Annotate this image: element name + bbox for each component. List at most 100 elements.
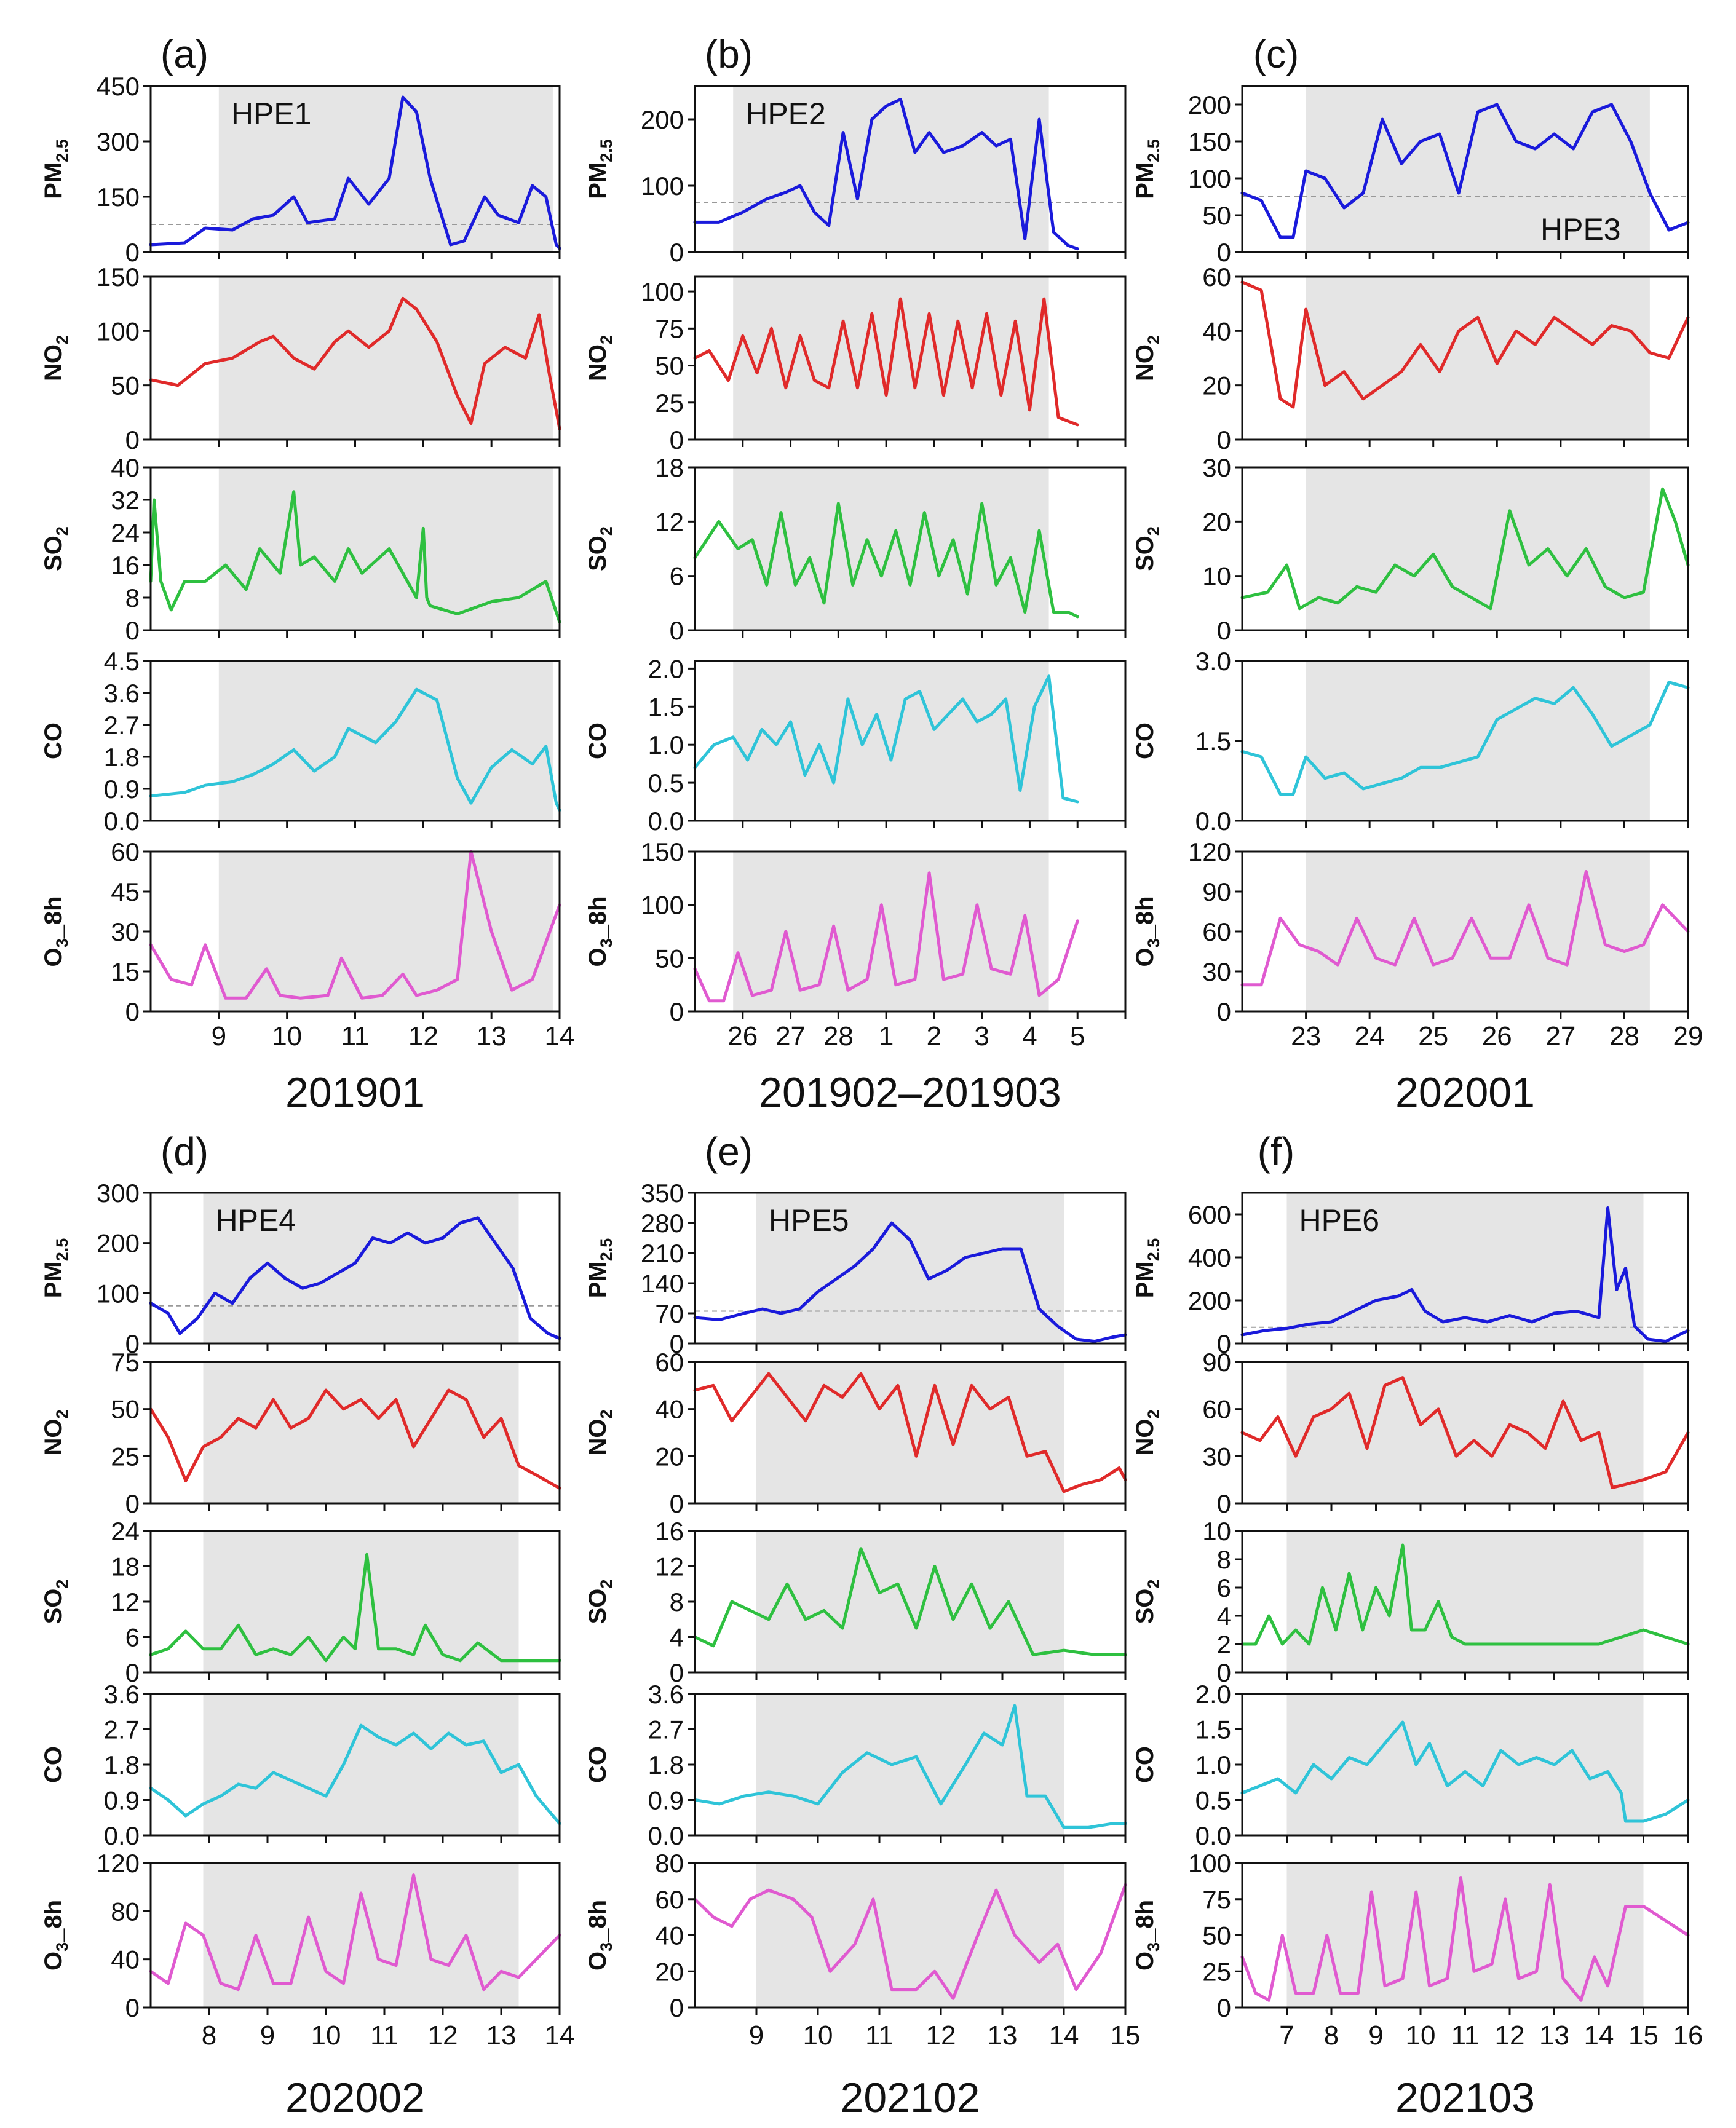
hpe-shade (756, 1531, 1064, 1672)
event-label: HPE2 (745, 97, 826, 131)
y-axis-label-main: O (40, 947, 67, 967)
axes-frame (694, 660, 1127, 822)
subplot-no2: 0 50 100 150 NO2 (40, 263, 561, 454)
y-tick-label: 70 (655, 1299, 684, 1328)
y-tick-label: 0 (125, 1489, 140, 1518)
y-axis-label-sub: 2 (53, 1409, 71, 1418)
y-axis-label-main: SO (1132, 1589, 1159, 1624)
y-tick-label: 50 (1202, 1921, 1231, 1950)
y-tick-label: 1.0 (648, 730, 684, 759)
y-tick-label: 0.0 (648, 1821, 684, 1850)
y-axis-label-sub: 3 (53, 1942, 71, 1952)
y-axis-label-tail: _8h (1132, 896, 1159, 939)
y-axis-label-main: PM (584, 1261, 611, 1298)
y-tick-label: 20 (655, 1957, 684, 1986)
panel-label: (d) (161, 1129, 208, 1174)
event-label: HPE6 (1299, 1203, 1380, 1238)
x-tick-label: 12 (428, 2020, 458, 2051)
subplot-o38h: 0 25 50 75 100 O3_8h (1132, 1849, 1690, 2022)
y-tick-label: 350 (641, 1179, 684, 1208)
series-line-so2 (693, 1547, 1127, 1656)
subplot-so2: 0 8 16 24 32 40 SO2 (40, 453, 561, 645)
hpe-shade (218, 277, 553, 440)
panel-label: (a) (161, 32, 208, 76)
y-tick-label: 60 (1202, 917, 1231, 946)
y-axis-label-main: PM (1132, 162, 1159, 199)
y-tick-label: 200 (1188, 90, 1231, 119)
x-tick-label: 24 (1355, 1021, 1385, 1051)
x-tick-label: 27 (775, 1021, 806, 1051)
y-axis-label-sub: 2 (53, 335, 71, 344)
y-tick-label: 2.0 (1195, 1680, 1231, 1709)
y-tick-label: 0 (670, 425, 684, 454)
x-tick-label: 11 (341, 1021, 370, 1051)
y-tick-label: 0 (1217, 616, 1231, 645)
subplot-so2: 0 4 8 12 16 SO2 (584, 1517, 1127, 1687)
y-axis-label: CO (1132, 722, 1159, 759)
subplot-pm25: 0 150 300 450 PM2.5 HPE1 (40, 72, 561, 267)
hpe-shade (1286, 1362, 1644, 1503)
series-line-o38h (149, 850, 561, 1000)
y-axis-label-sub: 2 (53, 1580, 71, 1589)
y-axis-label-main: SO (584, 536, 611, 571)
subplot-o38h: 0 40 80 120 O3_8h (40, 1849, 561, 2022)
event-label: HPE5 (769, 1203, 849, 1238)
panel-b: (b)201902–2019030100200PM2.5HPE202550751… (584, 32, 1127, 1116)
subplot-co: 0.0 1.5 3.0 CO (1132, 647, 1690, 836)
y-tick-label: 3.6 (648, 1680, 684, 1709)
y-tick-label: 0.9 (648, 1786, 684, 1815)
y-tick-label: 0 (125, 1658, 140, 1687)
axes-frame (694, 85, 1127, 253)
y-tick-label: 120 (97, 1849, 140, 1878)
y-axis-label: NO2 (40, 335, 71, 381)
y-tick-label: 300 (97, 1179, 140, 1208)
series-line-o38h (693, 871, 1079, 1003)
period-label: 202001 (1395, 1069, 1535, 1116)
x-tick-label: 26 (727, 1021, 758, 1051)
y-tick-label: 120 (1188, 837, 1231, 866)
event-label: HPE1 (231, 97, 312, 131)
series-line-so2 (1240, 487, 1690, 611)
subplot-o38h: 0 30 60 90 120 O3_8h (1132, 837, 1690, 1026)
axes-frame (1241, 466, 1689, 631)
x-tick-label: 11 (865, 2020, 894, 2051)
x-tick-label: 29 (1673, 1021, 1703, 1051)
x-tick-label: 12 (408, 1021, 438, 1051)
x-tick-label: 11 (370, 2020, 398, 2051)
y-axis-label-main: SO (1132, 536, 1159, 571)
axes-frame (694, 466, 1127, 631)
y-tick-label: 60 (655, 1885, 684, 1914)
subplot-co: 0.0 0.9 1.8 2.7 3.6 4.5 CO (40, 647, 561, 836)
y-tick-label: 400 (1188, 1243, 1231, 1272)
y-tick-label: 25 (1202, 1957, 1231, 1986)
hpe-shade (733, 86, 1049, 252)
y-tick-label: 200 (641, 105, 684, 134)
series-line-no2 (149, 1388, 561, 1490)
hpe-shade (756, 1193, 1064, 1343)
subplot-pm25: 0 100 200 300 PM2.5 HPE4 (40, 1179, 561, 1358)
y-axis-label-sub: 2 (597, 1580, 616, 1589)
panel-label: (b) (705, 32, 753, 76)
series-line-no2 (693, 297, 1079, 427)
axes-frame (694, 1192, 1127, 1345)
y-axis-label: O3_8h (40, 896, 71, 967)
y-axis-label-main: CO (1132, 722, 1159, 759)
y-axis-label-tail: _8h (584, 896, 611, 939)
subplot-co: 0.0 0.9 1.8 2.7 3.6 CO (584, 1680, 1127, 1850)
y-tick-label: 100 (641, 172, 684, 200)
y-tick-label: 100 (97, 1279, 140, 1308)
subplot-o38h: 0 20 40 60 80 O3_8h (584, 1849, 1127, 2022)
y-tick-label: 32 (111, 486, 140, 515)
x-tick-label: 26 (1482, 1021, 1512, 1051)
y-tick-label: 1.5 (1195, 1715, 1231, 1744)
y-axis-label-main: CO (40, 722, 67, 759)
series-line-no2 (693, 1372, 1127, 1493)
axes-frame (149, 1862, 561, 2009)
y-tick-label: 0 (1217, 997, 1231, 1026)
y-tick-label: 300 (97, 127, 140, 156)
y-axis-label: O3_8h (1132, 896, 1163, 967)
subplot-no2: 0 20 40 60 NO2 (584, 1348, 1127, 1518)
y-tick-label: 50 (111, 371, 140, 400)
